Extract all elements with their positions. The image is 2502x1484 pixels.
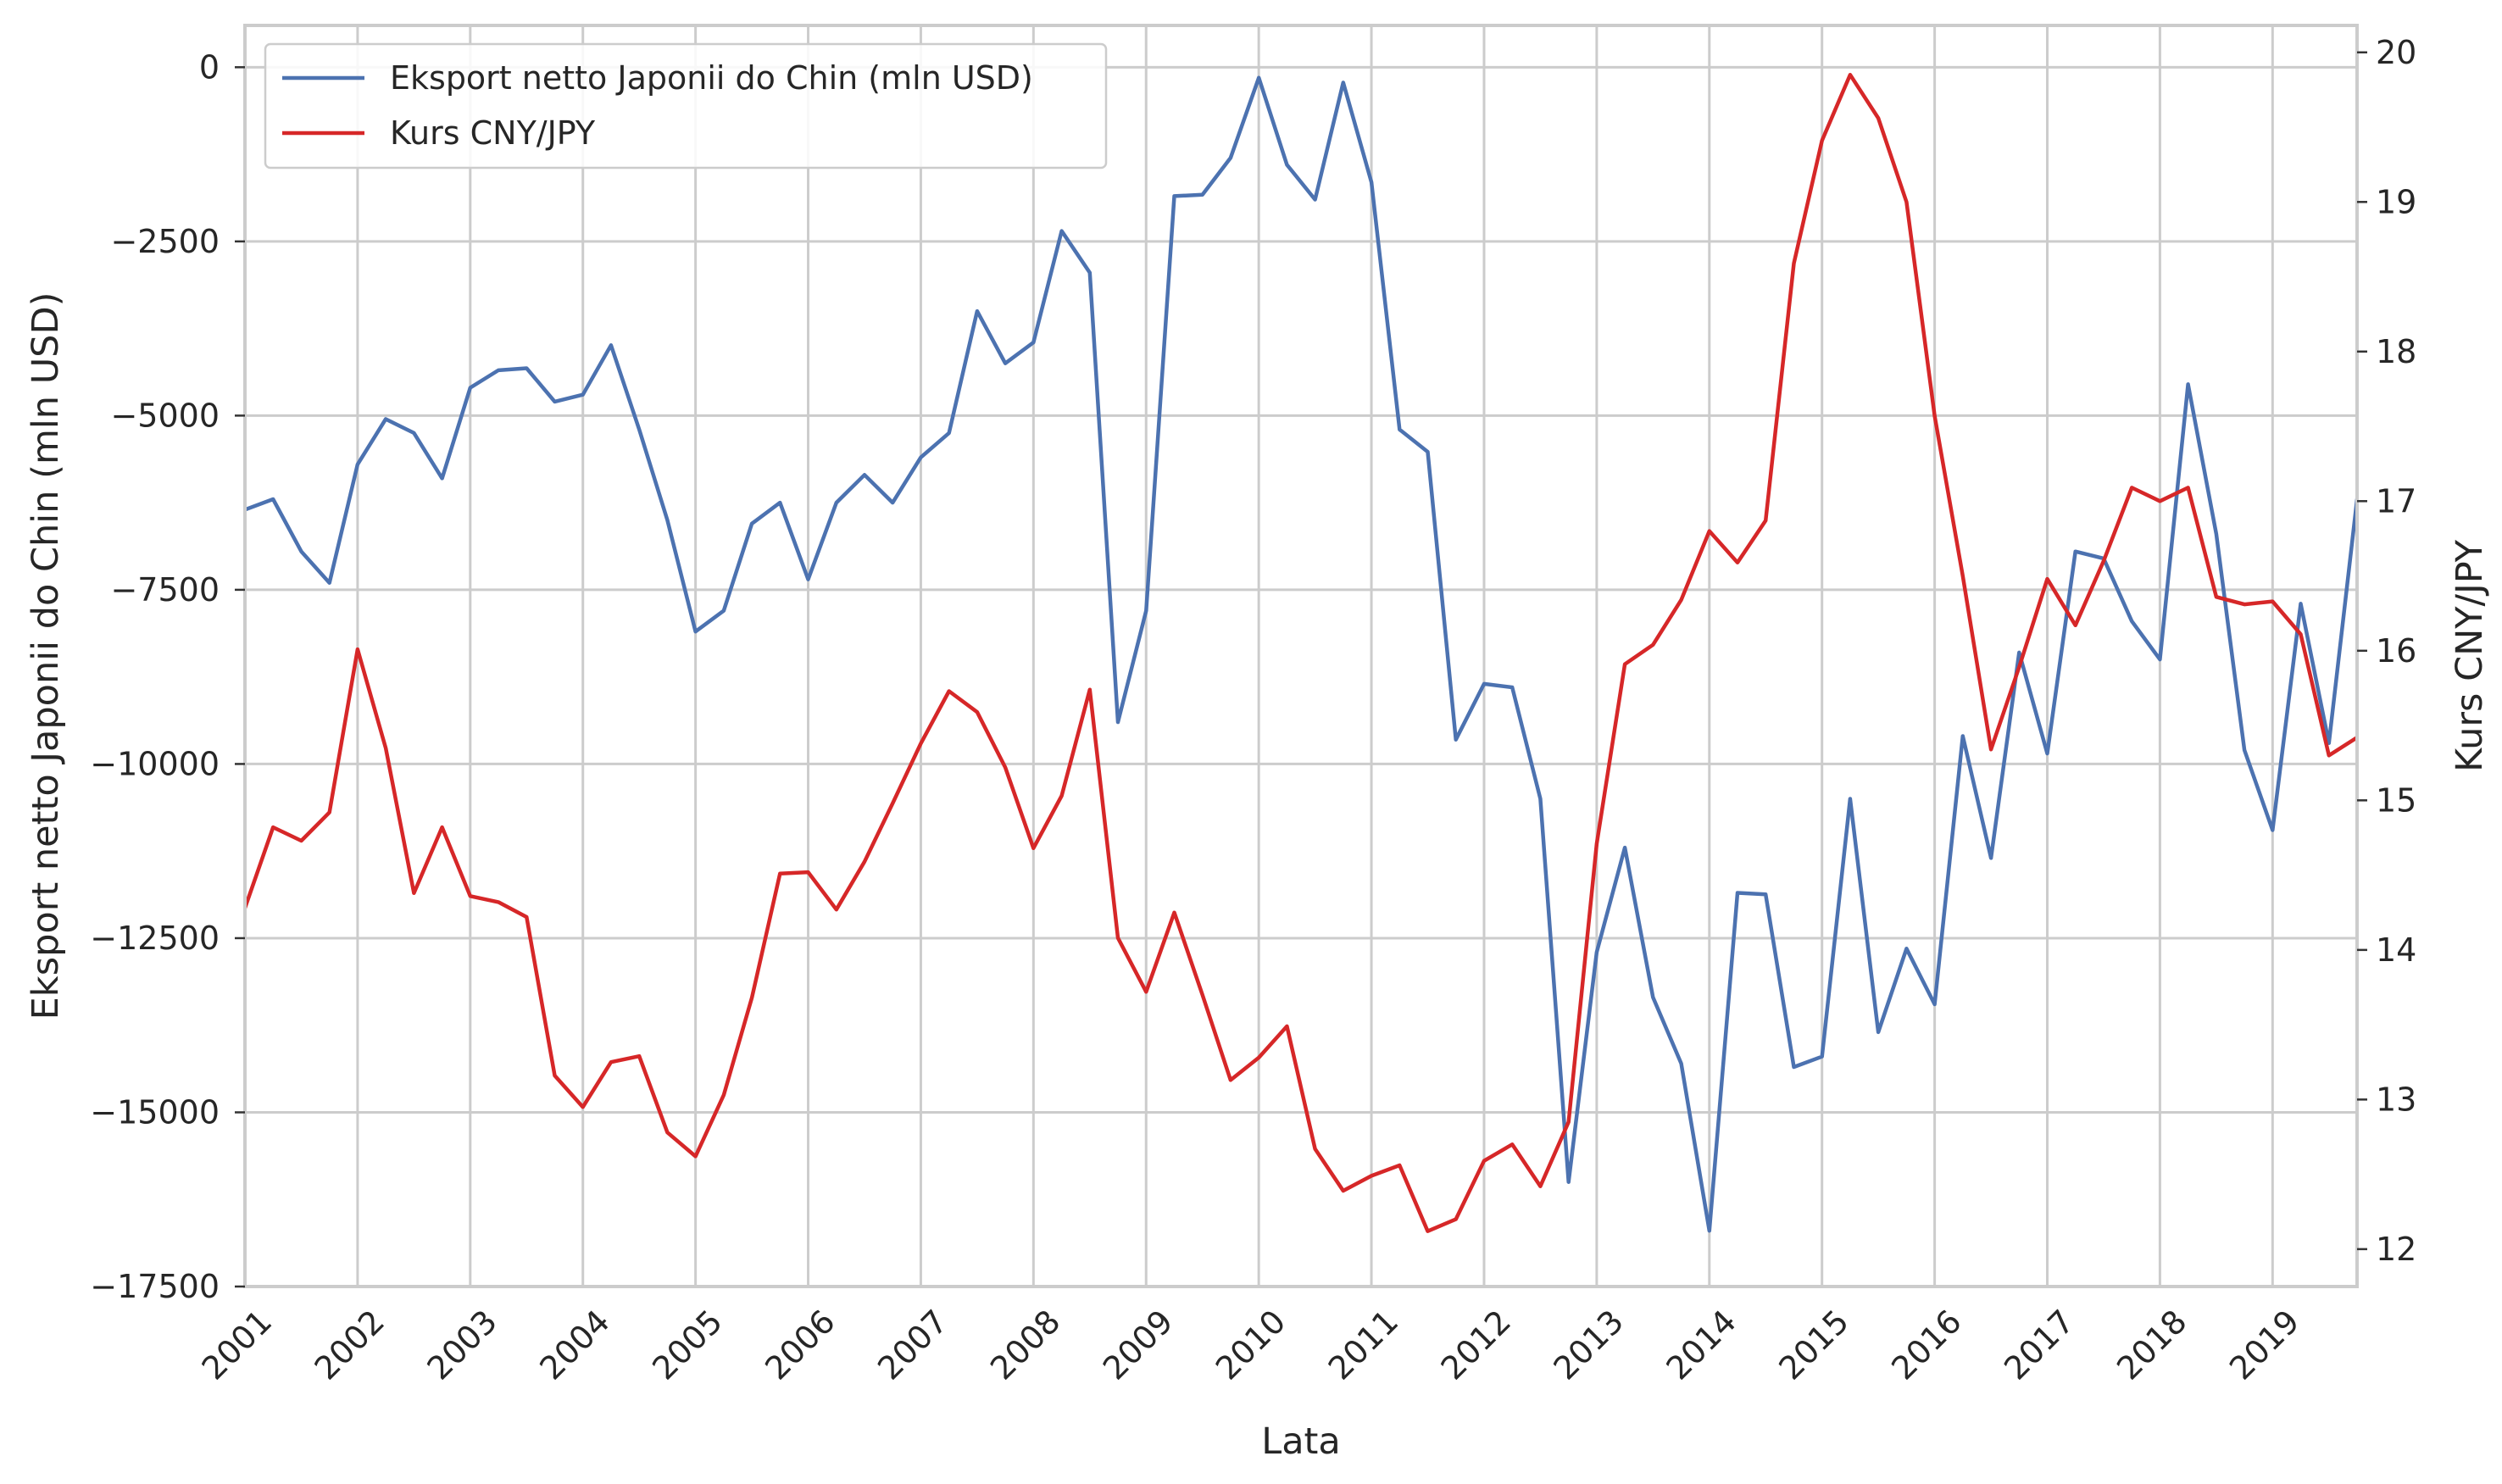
y-right-tick-label: 12 bbox=[2376, 1231, 2416, 1268]
legend-box bbox=[264, 42, 1108, 170]
series-line-export bbox=[245, 75, 2357, 1233]
legend: Eksport netto Japonii do Chin (mln USD) … bbox=[264, 42, 1108, 170]
legend-label-rate: Kurs CNY/JPY bbox=[390, 114, 596, 152]
series-layer bbox=[245, 72, 2357, 1233]
y-right-tick-label: 13 bbox=[2376, 1081, 2416, 1118]
y-left-tick-label: −12500 bbox=[90, 920, 220, 957]
y-left-tick-label: 0 bbox=[199, 48, 220, 86]
y-right-tick-label: 19 bbox=[2376, 183, 2416, 220]
y-right-tick-label: 14 bbox=[2376, 931, 2416, 969]
y-right-tick-label: 20 bbox=[2376, 34, 2416, 71]
x-axis-title: Lata bbox=[1261, 1420, 1341, 1463]
y-axis-right: 12 13 14 15 16 17 18 19 20 bbox=[2357, 34, 2416, 1268]
series-line-rate bbox=[245, 72, 2357, 1233]
plot-frame bbox=[243, 24, 2359, 1288]
y-axis-left: 0 −2500 −5000 −7500 −10000 −12500 −15000 −17500 bbox=[90, 48, 245, 1305]
y-left-tick-label: −15000 bbox=[90, 1093, 220, 1131]
legend-label-export: Eksport netto Japonii do Chin (mln USD) bbox=[390, 59, 1033, 97]
y-right-tick-label: 18 bbox=[2376, 333, 2416, 370]
y-left-tick-label: −10000 bbox=[90, 745, 220, 782]
y-axis-right-title: Kurs CNY/JPY bbox=[2449, 539, 2491, 772]
y-left-tick-label: −17500 bbox=[90, 1268, 220, 1305]
y-left-tick-label: −2500 bbox=[110, 223, 220, 260]
y-left-tick-label: −7500 bbox=[110, 571, 220, 609]
y-axis-left-title: Eksport netto Japonii do Chin (mln USD) bbox=[25, 292, 67, 1020]
y-right-tick-label: 17 bbox=[2376, 482, 2416, 520]
y-left-tick-label: −5000 bbox=[110, 397, 220, 434]
y-right-tick-label: 15 bbox=[2376, 781, 2416, 819]
y-right-tick-label: 16 bbox=[2376, 632, 2416, 670]
